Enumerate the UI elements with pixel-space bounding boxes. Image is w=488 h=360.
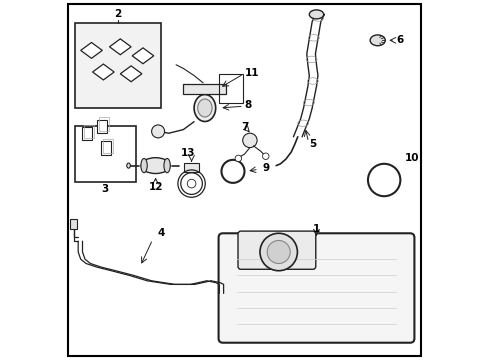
Ellipse shape [126, 163, 130, 168]
Text: 1: 1 [312, 224, 320, 234]
Polygon shape [92, 64, 114, 80]
Circle shape [151, 125, 164, 138]
Circle shape [260, 233, 297, 271]
Text: 4: 4 [157, 228, 164, 238]
Polygon shape [109, 39, 131, 55]
Ellipse shape [197, 99, 212, 117]
Circle shape [187, 179, 196, 188]
Ellipse shape [369, 35, 385, 46]
Text: 3: 3 [102, 184, 109, 194]
Polygon shape [120, 66, 142, 82]
Bar [218, 74, 243, 103]
Bar [81, 127, 92, 140]
Ellipse shape [309, 10, 323, 19]
Circle shape [266, 240, 289, 264]
Bar [101, 141, 110, 155]
Bar [184, 163, 199, 172]
Circle shape [221, 160, 244, 183]
Text: 9: 9 [262, 163, 269, 174]
Circle shape [262, 153, 268, 159]
Bar [75, 23, 161, 108]
Ellipse shape [141, 158, 147, 173]
FancyBboxPatch shape [238, 231, 315, 269]
Bar [97, 120, 107, 133]
Text: 5: 5 [309, 139, 316, 149]
Polygon shape [81, 42, 102, 58]
Bar [70, 219, 77, 229]
Text: 13: 13 [181, 148, 195, 158]
Ellipse shape [141, 158, 170, 174]
Text: 10: 10 [404, 153, 418, 163]
Bar [99, 117, 109, 131]
Text: 2: 2 [114, 9, 121, 19]
Circle shape [367, 164, 400, 196]
Text: 12: 12 [148, 182, 163, 192]
Text: 11: 11 [244, 68, 259, 78]
Ellipse shape [163, 158, 170, 173]
Bar [183, 84, 226, 94]
Ellipse shape [194, 95, 215, 122]
Circle shape [235, 155, 241, 162]
Bar [75, 126, 136, 182]
Text: 7: 7 [240, 122, 248, 132]
Bar [102, 139, 113, 153]
Bar [84, 125, 94, 138]
Polygon shape [132, 48, 153, 64]
Text: 6: 6 [396, 35, 403, 45]
Text: 8: 8 [244, 100, 251, 110]
Circle shape [242, 133, 257, 148]
FancyBboxPatch shape [218, 233, 413, 343]
